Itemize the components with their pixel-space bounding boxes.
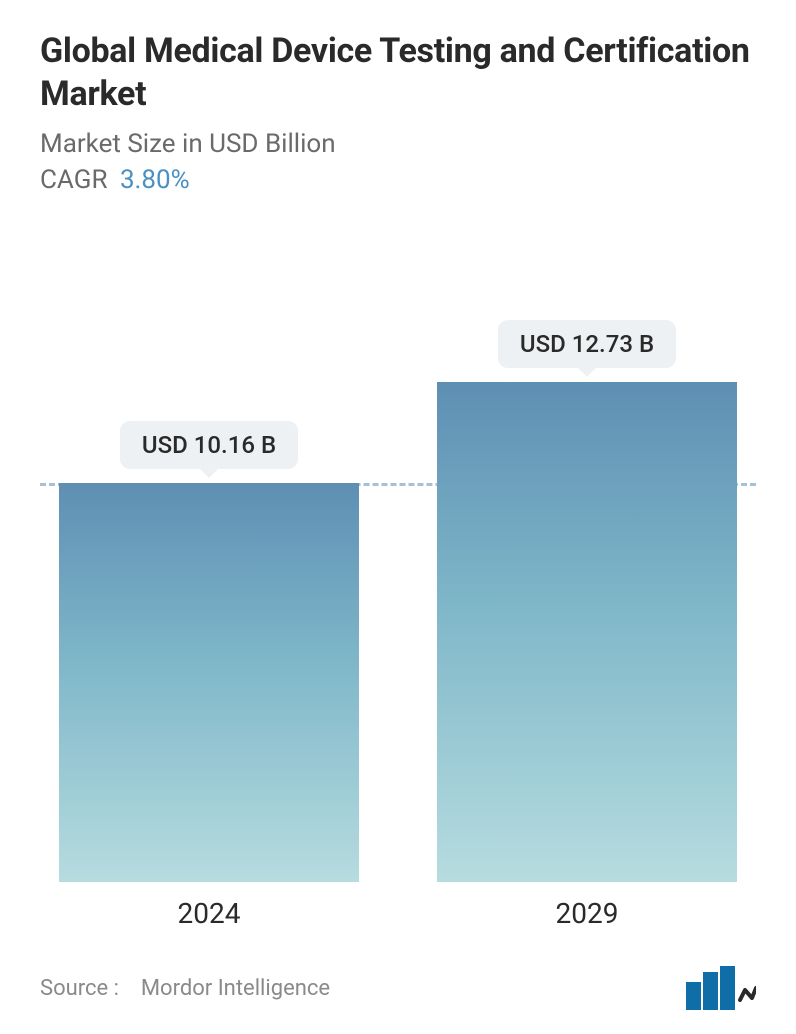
cagr-value: 3.80% (120, 165, 190, 195)
bar-wrap: USD 10.16 B (59, 421, 359, 882)
source-label: Source : (40, 976, 119, 1001)
header: Global Medical Device Testing and Certif… (0, 0, 796, 195)
page-title: Global Medical Device Testing and Certif… (40, 30, 756, 115)
x-axis-labels: 2024 2029 (40, 897, 756, 930)
logo-svg (686, 966, 756, 1010)
cagr-label: CAGR (40, 165, 107, 195)
bar-wrap: USD 12.73 B (437, 320, 737, 882)
bar (59, 483, 359, 882)
source-name: Mordor Intelligence (141, 976, 330, 1001)
x-axis-label: 2029 (437, 897, 737, 930)
bar-chart: USD 10.16 B USD 12.73 B 2024 2029 (40, 250, 756, 930)
footer: Source : Mordor Intelligence (40, 966, 756, 1010)
bars-container: USD 10.16 B USD 12.73 B (40, 250, 756, 882)
value-chip: USD 12.73 B (498, 320, 676, 368)
subtitle: Market Size in USD Billion (40, 129, 756, 159)
cagr-row: CAGR 3.80% (40, 165, 756, 195)
mordor-logo-icon (686, 966, 756, 1010)
x-axis-label: 2024 (59, 897, 359, 930)
bar (437, 382, 737, 882)
source-line: Source : Mordor Intelligence (40, 976, 330, 1001)
value-chip: USD 10.16 B (120, 421, 298, 469)
